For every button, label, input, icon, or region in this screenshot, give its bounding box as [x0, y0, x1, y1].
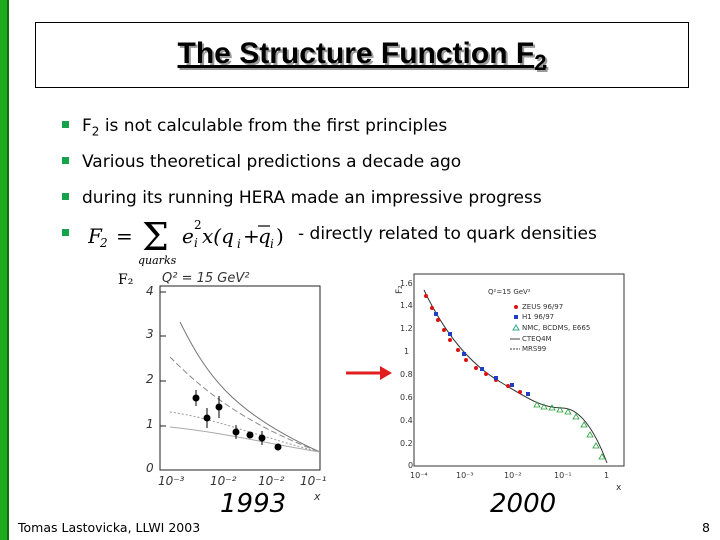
bullet-1-text: is not calculable from the first princip…: [99, 116, 448, 136]
plot-2000-xtick-2: 10⁻²: [504, 471, 522, 480]
plot-1993: F₂ Q² = 15 GeV² 0 1 2 3 4 10⁻³ 10⁻² 10⁻²…: [118, 271, 327, 502]
left-accent-bar-inner: [7, 0, 9, 540]
plot-1993-errorbars: [195, 390, 263, 445]
plot-2000-h1-points: [434, 312, 530, 396]
plot-2000-ytick-3: 0.6: [400, 393, 413, 402]
title-subscript: 2: [534, 50, 547, 75]
plot-2000-ytick-4: 0.8: [400, 370, 413, 379]
year-2000: 2000: [490, 489, 557, 519]
plot-1993-ytick-3: 3: [146, 327, 154, 341]
legend-cteq: CTEQ4M: [522, 335, 552, 343]
left-accent-bar: [0, 0, 7, 540]
plot-2000: F₂ 0 0.2 0.4 0.6 0.8 1 1.2 1.4 1.6 Q²=15…: [395, 273, 625, 493]
plot-2000-xtick-3: 10⁻¹: [554, 471, 572, 480]
f2-formula: F 2 = Σ quarks e 2 i x(q i + q i ): [88, 215, 284, 266]
formula-sigma: Σ: [142, 215, 169, 259]
plot-1993-ylabel: F₂: [118, 272, 133, 288]
plot-1993-xtick-2: 10⁻²: [258, 474, 285, 488]
plot-1993-q2-label: Q² = 15 GeV²: [162, 271, 249, 286]
bullet-1: F2 is not calculable from the first prin…: [62, 116, 447, 138]
plot-1993-curve-a: [179, 321, 321, 453]
plot-2000-frame: [413, 273, 625, 467]
formula-rest: x(q: [202, 224, 234, 248]
plot-1993-ytick-4: 4: [146, 284, 154, 298]
plot-1993-ytick-1: 1: [146, 417, 154, 431]
plot-2000-ylabel: F₂: [395, 285, 405, 294]
formula-equals: =: [116, 224, 133, 248]
plot-2000-q2-label: Q²=15 GeV²: [488, 288, 531, 296]
plot-2000-ytick-8: 1.6: [400, 279, 413, 288]
bullet-2-text: Various theoretical predictions a decade…: [82, 152, 462, 172]
title-box: The Structure Function F2: [35, 22, 689, 88]
bullet-square-icon: [62, 228, 69, 236]
formula-term: e: [182, 224, 194, 248]
bullet-3-text: during its running HERA made an impressi…: [82, 188, 542, 208]
plot-2000-ytick-6: 1.2: [400, 324, 413, 333]
plot-2000-xtick-4: 1: [604, 471, 609, 480]
formula-qbar: q: [258, 224, 271, 248]
formula-lhs-sub: 2: [99, 236, 108, 250]
plot-2000-fixed-target-points: [533, 401, 606, 460]
formula-lhs: F: [88, 224, 103, 248]
bullet-square-icon: [62, 156, 69, 164]
plot-1993-ytick-2: 2: [146, 372, 154, 386]
formula-term-sub: i: [194, 236, 198, 250]
plot-2000-ytick-7: 1.4: [400, 301, 413, 310]
bullet-1-prefix: F: [82, 116, 92, 136]
bullet-4: [62, 224, 82, 244]
legend-mrs: MRS99: [522, 345, 546, 353]
formula-close: ): [276, 224, 284, 248]
bullet-1-sub: 2: [91, 124, 100, 139]
right-arrow-icon: [346, 366, 392, 380]
plot-2000-ytick-5: 1: [404, 347, 409, 356]
legend-zeus: ZEUS 96/97: [522, 303, 563, 311]
formula-term-sup: 2: [194, 218, 202, 232]
plot-1993-frame: [159, 285, 321, 471]
plot-1993-curve-c: [169, 411, 321, 453]
title-text: The Structure Function F: [177, 37, 535, 70]
bullet-3: during its running HERA made an impressi…: [62, 188, 542, 208]
plot-1993-points: [192, 394, 282, 451]
plot-2000-ytick-2: 0.4: [400, 416, 413, 425]
bullet-2: Various theoretical predictions a decade…: [62, 152, 461, 172]
bullet-square-icon: [62, 120, 69, 128]
plot-1993-curve-d: [169, 426, 321, 453]
plot-2000-ytick-1: 0.2: [400, 439, 413, 448]
formula-qi-sub: i: [237, 237, 241, 251]
plot-1993-xtick-0: 10⁻³: [158, 474, 185, 488]
formula-qbar-sub: i: [270, 237, 274, 251]
legend-nmc: NMC, BCDMS, E665: [522, 324, 590, 332]
plot-1993-ytick-0: 0: [146, 461, 154, 475]
formula-sum-under: quarks: [138, 254, 177, 266]
formula-description: - directly related to quark densities: [298, 224, 597, 244]
bullet-square-icon: [62, 192, 69, 200]
plot-2000-zeus-points: [424, 294, 522, 394]
plot-2000-xlabel: x: [616, 483, 622, 493]
footer-author: Tomas Lastovicka, LLWI 2003: [18, 520, 201, 535]
slide-title: The Structure Function F2: [36, 37, 688, 76]
plot-1993-curve-b: [169, 356, 321, 453]
plot-2000-legend: Q²=15 GeV² ZEUS 96/97 H1 96/97 NMC, BCDM…: [488, 288, 590, 353]
year-1993: 1993: [220, 489, 287, 519]
plot-2000-xtick-0: 10⁻⁴: [410, 471, 428, 480]
plot-1993-xtick-3: 10⁻¹: [300, 474, 327, 488]
plot-2000-ytick-0: 0: [408, 461, 413, 470]
plot-1993-xlabel: x: [313, 490, 321, 502]
plot-2000-xtick-1: 10⁻³: [456, 471, 474, 480]
formula-plus: +: [243, 224, 260, 248]
page-number: 8: [702, 520, 710, 535]
plot-1993-xtick-1: 10⁻²: [210, 474, 237, 488]
legend-h1: H1 96/97: [522, 313, 554, 321]
